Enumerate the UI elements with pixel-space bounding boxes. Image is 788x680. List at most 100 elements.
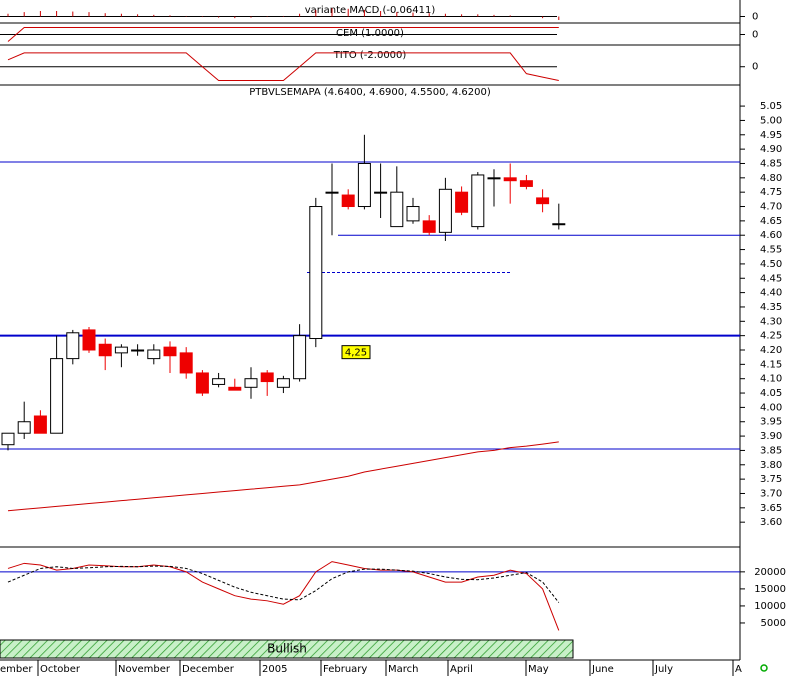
- y-tick-label: 4.35: [760, 302, 782, 313]
- candle-body: [163, 346, 177, 357]
- y-tick-label: 15000: [754, 584, 786, 595]
- candle-body: [471, 174, 485, 228]
- y-tick-label: 4.05: [760, 388, 782, 399]
- y-tick-label: 3.90: [760, 431, 782, 442]
- candle-body: [228, 386, 242, 391]
- y-tick-label: 4.00: [760, 402, 782, 413]
- y-tick-label: 5.00: [760, 115, 782, 126]
- panel-title: variante MACD (-0.06411): [305, 5, 436, 16]
- y-tick-label: 4.30: [760, 316, 782, 327]
- x-tick-label: May: [528, 664, 549, 675]
- y-tick-label: 4.80: [760, 173, 782, 184]
- y-tick-label: 3.65: [760, 503, 782, 514]
- y-tick-label: 3.60: [760, 517, 782, 528]
- y-tick-label: 0: [752, 30, 758, 41]
- x-tick-label: June: [591, 664, 614, 675]
- candle-body: [179, 352, 193, 374]
- candle-body: [390, 191, 404, 228]
- candle-body: [131, 349, 145, 352]
- candle-body: [487, 177, 501, 180]
- line-series: [7, 441, 559, 512]
- panel-title: TITO (-2.0000): [333, 50, 407, 61]
- y-tick-label: 3.70: [760, 488, 782, 499]
- y-tick-label: 4.65: [760, 216, 782, 227]
- y-tick-label: 5000: [761, 618, 786, 629]
- line-series: [7, 52, 559, 82]
- line-series: [7, 561, 560, 631]
- candle-body: [503, 177, 517, 182]
- candle-body: [455, 191, 469, 213]
- y-tick-label: 4.10: [760, 374, 782, 385]
- candle-body: [147, 349, 161, 360]
- y-tick-label: 3.75: [760, 474, 782, 485]
- candle-body: [422, 220, 436, 233]
- line-series: [7, 565, 560, 603]
- y-tick-label: 4.75: [760, 187, 782, 198]
- candle-body: [276, 378, 290, 388]
- status-label: Bullish: [267, 642, 307, 656]
- annotation-label: 4,25: [345, 348, 367, 359]
- x-tick-label: December: [182, 664, 235, 675]
- candle-body: [519, 180, 533, 187]
- candle-body: [82, 329, 96, 351]
- x-tick-label: ember: [0, 664, 33, 675]
- y-tick-label: 4.55: [760, 245, 782, 256]
- y-tick-label: 20000: [754, 567, 786, 578]
- y-tick-label: 4.20: [760, 345, 782, 356]
- candle-body: [438, 188, 452, 233]
- x-tick-label: October: [40, 664, 81, 675]
- y-tick-label: 4.40: [760, 288, 782, 299]
- candle-body: [552, 223, 566, 226]
- candle-body: [341, 194, 355, 208]
- candle-body: [212, 378, 226, 385]
- x-tick-label: July: [654, 664, 673, 675]
- y-tick-label: 4.45: [760, 273, 782, 284]
- candle-body: [50, 358, 64, 434]
- status-bar: [0, 639, 574, 659]
- candle-body: [536, 197, 550, 205]
- y-tick-label: 4.95: [760, 130, 782, 141]
- candle-body: [17, 421, 31, 434]
- candle-body: [1, 432, 15, 446]
- candle-body: [357, 162, 371, 208]
- y-tick-label: 0: [752, 62, 758, 73]
- y-tick-label: 4.25: [760, 331, 782, 342]
- x-tick-label: April: [450, 664, 473, 675]
- candle-body: [374, 191, 388, 194]
- y-tick-label: 4.60: [760, 230, 782, 241]
- candle-body: [309, 206, 323, 340]
- annotation-box: [341, 345, 371, 360]
- y-tick-label: 3.95: [760, 417, 782, 428]
- candle-body: [406, 206, 420, 222]
- y-tick-label: 10000: [754, 601, 786, 612]
- y-tick-label: 4.50: [760, 259, 782, 270]
- x-tick-label: 2005: [262, 664, 287, 675]
- y-tick-label: 4.85: [760, 158, 782, 169]
- y-tick-label: 4.90: [760, 144, 782, 155]
- y-tick-label: 3.85: [760, 445, 782, 456]
- x-tick-label: February: [323, 664, 367, 675]
- x-tick-label: November: [118, 664, 171, 675]
- candle-body: [114, 346, 128, 354]
- candle-body: [33, 415, 47, 434]
- panel-title: PTBVLSEMAPA (4.6400, 4.6900, 4.5500, 4.6…: [249, 87, 491, 98]
- y-tick-label: 4.70: [760, 202, 782, 213]
- candle-body: [325, 191, 339, 194]
- candle-body: [260, 372, 274, 383]
- y-tick-label: 4.15: [760, 359, 782, 370]
- x-tick-label: A: [735, 664, 742, 675]
- candle-body: [244, 378, 258, 388]
- y-tick-label: 3.80: [760, 460, 782, 471]
- panel-title: CEM (1.0000): [336, 28, 404, 39]
- candle-body: [98, 343, 112, 357]
- y-tick-label: 5.05: [760, 101, 782, 112]
- y-tick-label: 0: [752, 12, 758, 23]
- x-tick-label: March: [388, 664, 418, 675]
- line-series: [7, 27, 559, 42]
- candle-body: [66, 332, 80, 360]
- candle-body: [195, 372, 209, 394]
- candle-body: [293, 335, 307, 380]
- status-icon[interactable]: [760, 664, 768, 672]
